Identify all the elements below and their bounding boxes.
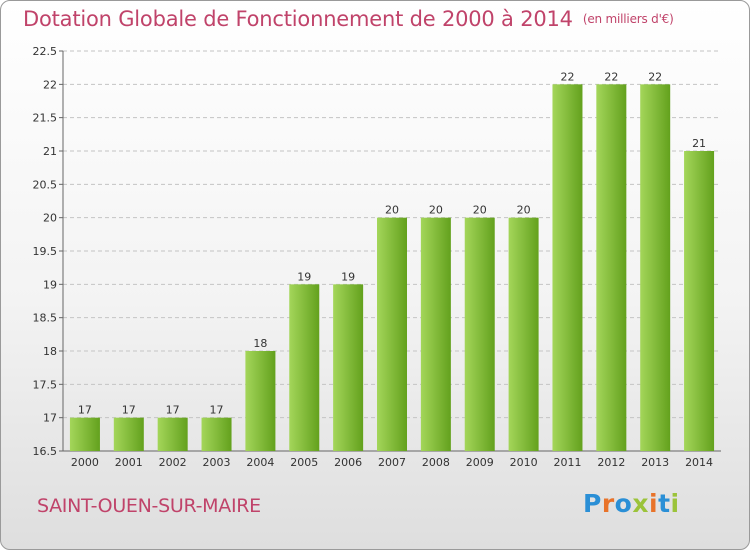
x-tick-label: 2011: [553, 456, 581, 469]
bar: [201, 417, 232, 451]
y-tick-label: 22.5: [33, 45, 58, 58]
proxiti-logo: Proxiti: [583, 489, 680, 518]
logo-letter: x: [632, 489, 649, 518]
bar: [420, 217, 451, 451]
x-tick-label: 2007: [378, 456, 406, 469]
x-tick-label: 2006: [334, 456, 362, 469]
y-tick-label: 22: [43, 78, 57, 91]
bar: [113, 417, 144, 451]
data-label: 22: [604, 70, 618, 83]
labels: 16.5 17 17.5 18 18.5 19 19.5 20 20.5 21 21.5 22 22.5…: [33, 45, 714, 469]
bar: [245, 351, 276, 451]
y-tick-label: 19: [43, 278, 57, 291]
unit-note: (en milliers d'€): [582, 12, 674, 26]
bar: [333, 284, 364, 451]
bar: [508, 217, 539, 451]
x-tick-label: 2000: [71, 456, 99, 469]
bar: [640, 84, 671, 451]
y-tick-label: 20: [43, 212, 57, 225]
data-label: 22: [648, 70, 662, 83]
logo-letter: i: [670, 489, 680, 518]
y-tick-label: 18.5: [33, 312, 58, 325]
data-label: 17: [166, 404, 180, 417]
x-tick-label: 2014: [685, 456, 713, 469]
data-label: 20: [385, 204, 399, 217]
data-label: 18: [253, 337, 267, 350]
bar: [596, 84, 627, 451]
y-tick-label: 19.5: [33, 245, 58, 258]
bar: [289, 284, 320, 451]
data-label: 20: [473, 204, 487, 217]
data-label: 19: [341, 270, 355, 283]
data-label: 20: [517, 204, 531, 217]
chart-title-text: Dotation Globale de Fonctionnement de 20…: [23, 7, 573, 31]
commune-name: SAINT-OUEN-SUR-MAIRE: [37, 495, 261, 517]
x-tick-label: 2002: [159, 456, 187, 469]
y-tick-label: 17: [43, 412, 57, 425]
y-tick-label: 16.5: [33, 445, 58, 458]
bar: [552, 84, 583, 451]
data-label: 17: [122, 404, 136, 417]
chart-title: Dotation Globale de Fonctionnement de 20…: [23, 7, 674, 31]
y-tick-label: 20.5: [33, 178, 58, 191]
logo-letter: P: [583, 489, 602, 518]
logo-letter: i: [649, 489, 659, 518]
x-tick-label: 2008: [422, 456, 450, 469]
x-tick-label: 2009: [466, 456, 494, 469]
logo-letter: o: [614, 489, 633, 518]
x-tick-label: 2003: [203, 456, 231, 469]
x-tick-label: 2012: [597, 456, 625, 469]
data-label: 21: [692, 137, 706, 150]
data-label: 17: [210, 404, 224, 417]
x-tick-label: 2005: [290, 456, 318, 469]
x-tick-label: 2010: [510, 456, 538, 469]
bar: [377, 217, 407, 451]
bar: [69, 417, 100, 451]
y-tick-label: 21: [43, 145, 57, 158]
x-tick-label: 2001: [115, 456, 143, 469]
y-tick-label: 17.5: [33, 378, 58, 391]
data-label: 20: [429, 204, 443, 217]
data-label: 17: [78, 404, 92, 417]
logo-letter: r: [601, 489, 615, 518]
y-tick-label: 21.5: [33, 112, 58, 125]
bar: [464, 217, 495, 451]
bars: [69, 84, 715, 451]
x-tick-label: 2004: [246, 456, 274, 469]
bar: [684, 151, 715, 451]
data-label: 19: [297, 270, 311, 283]
y-tick-label: 18: [43, 345, 57, 358]
bar: [157, 417, 188, 451]
x-tick-label: 2013: [641, 456, 669, 469]
logo-letter: t: [658, 489, 671, 518]
data-label: 22: [560, 70, 574, 83]
